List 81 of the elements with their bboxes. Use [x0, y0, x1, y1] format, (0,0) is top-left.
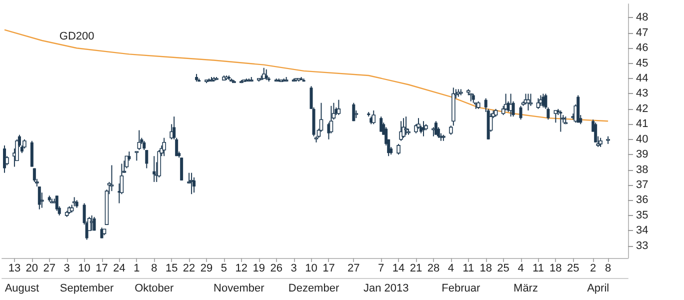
x-tick-label: 17 [96, 262, 108, 274]
candlestick [434, 120, 438, 136]
x-tick-label: 29 [200, 262, 213, 274]
candlestick [528, 93, 533, 106]
x-tick-label: 10 [78, 262, 90, 274]
x2-tick-label: August [4, 282, 40, 294]
candlestick [180, 157, 184, 181]
x-tick-label: 4 [448, 262, 454, 274]
candlestick [380, 116, 383, 132]
y-tick-label: 47 [636, 26, 648, 39]
y-tick-label: 35 [636, 209, 648, 222]
x-tick-label: 11 [462, 262, 474, 274]
x-tick-label: 12 [235, 262, 248, 274]
candlestick [264, 68, 268, 81]
x-tick-label: 1 [134, 262, 140, 274]
y-tick-label: 42 [636, 102, 648, 115]
x-tick-label: 7 [378, 262, 384, 274]
y-tick-label: 39 [636, 148, 648, 161]
x-tick-label: 10 [305, 262, 318, 274]
candlestick [92, 216, 96, 232]
x-tick-label: 2 [590, 262, 596, 274]
x-tick-label: 3 [290, 262, 297, 274]
candlestick [449, 125, 453, 136]
candlestick [536, 98, 540, 110]
x-tick-label: 13 [8, 262, 21, 274]
x2-tick-label: September [60, 282, 114, 294]
y-tick-label: 44 [636, 72, 648, 85]
x-tick-label: 4 [518, 262, 524, 274]
candlestick [436, 126, 440, 138]
x-tick-label: 25 [497, 262, 510, 274]
candlestick [352, 102, 356, 122]
x2-tick-label: Dezember [288, 282, 340, 294]
x2-tick-label: April [587, 282, 610, 294]
x-tick-label: 28 [427, 262, 440, 274]
x-tick-label: 21 [410, 262, 422, 274]
x-tick-label: 15 [165, 262, 178, 274]
x-tick-label: 11 [532, 262, 544, 274]
y-tick-label: 46 [636, 42, 648, 54]
y-tick-label: 34 [636, 224, 648, 237]
y-tick-label: 48 [636, 12, 648, 24]
line-series [4, 29, 609, 122]
x-tick-label: 8 [151, 262, 158, 274]
series-label: GD200 [59, 30, 94, 43]
y-tick-label: 45 [636, 57, 648, 70]
y-tick-label: 43 [636, 88, 648, 100]
y-tick-label: 37 [636, 178, 648, 191]
x2-tick-label: Februar [442, 282, 480, 294]
y-tick-label: 40 [636, 133, 648, 146]
x-tick-label: 25 [567, 262, 580, 274]
x-tick-label: 18 [480, 262, 492, 274]
x-tick-label: 5 [220, 262, 228, 274]
candlestick [404, 116, 408, 136]
y-tick-label: 41 [636, 118, 648, 130]
y-tick-label: 38 [636, 164, 648, 176]
x-tick-label: 3 [64, 262, 70, 274]
candlestick [519, 105, 522, 120]
x-tick-label: 19 [252, 262, 266, 274]
x-tick-label: 27 [348, 262, 360, 274]
x-tick-label: 8 [604, 262, 612, 274]
candlestick [472, 93, 475, 104]
x-tick-label: 18 [550, 262, 562, 274]
x2-tick-label: Oktober [134, 282, 174, 294]
candlestick [32, 168, 36, 182]
candlestick [134, 151, 139, 162]
x-tick-label: 26 [270, 262, 282, 274]
y-tick-label: 33 [636, 240, 648, 252]
x-tick-label: 24 [113, 262, 126, 274]
candlestick [396, 143, 400, 156]
candlestick [55, 195, 58, 212]
x-tick-label: 14 [392, 262, 405, 274]
candlestick [38, 186, 41, 210]
x2-tick-label: März [514, 282, 538, 294]
candlestick [110, 164, 114, 192]
x-tick-label: 27 [43, 262, 56, 274]
x-tick-label: 17 [322, 262, 335, 274]
x2-tick-label: Jan 2013 [363, 282, 409, 294]
x2-tick-label: November [214, 282, 265, 294]
x-tick-label: 22 [182, 262, 196, 274]
x-tick-label: 20 [26, 262, 38, 274]
y-tick-label: 36 [636, 194, 648, 206]
candlestick [416, 118, 420, 130]
